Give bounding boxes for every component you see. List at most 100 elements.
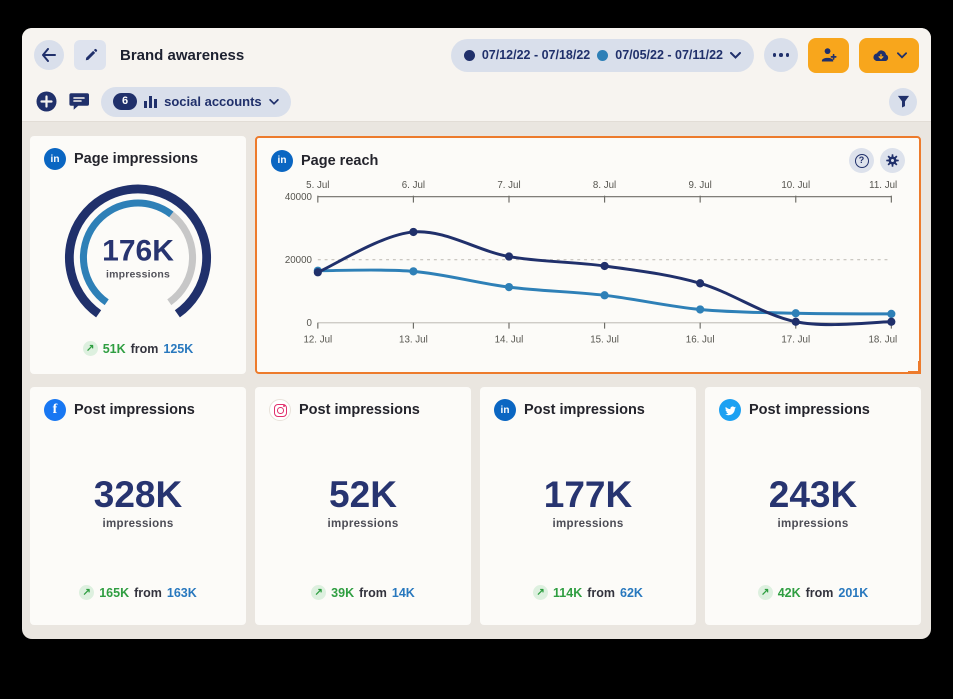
twitter-bird-icon bbox=[724, 405, 736, 415]
svg-text:11. Jul: 11. Jul bbox=[869, 180, 897, 191]
card-title: Post impressions bbox=[74, 402, 195, 418]
twitter-icon bbox=[719, 399, 741, 421]
linkedin-icon: in bbox=[271, 149, 293, 172]
share-add-user-button[interactable] bbox=[808, 37, 849, 73]
instagram-icon bbox=[269, 399, 291, 421]
resize-handle[interactable] bbox=[908, 361, 921, 374]
gear-icon bbox=[886, 154, 899, 167]
social-accounts-selector[interactable]: 6 social accounts bbox=[101, 86, 291, 117]
filter-funnel-icon bbox=[897, 95, 909, 108]
date-range-selector[interactable]: 07/12/22 - 07/18/22 07/05/22 - 07/11/22 bbox=[450, 38, 754, 72]
svg-text:14. Jul: 14. Jul bbox=[495, 334, 524, 345]
previous-period-dot bbox=[597, 49, 609, 61]
current-period-label: 07/12/22 - 07/18/22 bbox=[481, 48, 591, 62]
change-indicator: ↗ 51K from 125K bbox=[44, 341, 232, 356]
stat-unit: impressions bbox=[327, 518, 399, 530]
more-options-button[interactable] bbox=[764, 38, 798, 72]
facebook-icon: f bbox=[44, 399, 66, 421]
more-options-icon bbox=[772, 53, 777, 57]
svg-text:15. Jul: 15. Jul bbox=[590, 334, 619, 345]
settings-button[interactable] bbox=[880, 148, 905, 173]
svg-text:20000: 20000 bbox=[285, 255, 313, 266]
back-arrow-icon bbox=[42, 48, 56, 62]
svg-text:5. Jul: 5. Jul bbox=[306, 180, 329, 191]
post-impressions-card-facebook[interactable]: f Post impressions 328K impressions ↗ 16… bbox=[30, 387, 246, 625]
chevron-down-icon bbox=[897, 51, 907, 59]
current-period-dot bbox=[463, 49, 475, 61]
linkedin-icon: in bbox=[494, 399, 516, 421]
accounts-label: social accounts bbox=[164, 94, 262, 109]
svg-text:18. Jul: 18. Jul bbox=[868, 334, 897, 345]
stat-value: 52K bbox=[329, 474, 397, 515]
stat-value: 243K bbox=[768, 474, 858, 515]
dashboard-toolbar: 6 social accounts bbox=[22, 82, 931, 122]
svg-text:13. Jul: 13. Jul bbox=[399, 334, 428, 345]
linkedin-icon: in bbox=[44, 148, 66, 170]
chevron-down-icon bbox=[730, 51, 741, 59]
svg-text:6. Jul: 6. Jul bbox=[402, 180, 425, 191]
card-title: Page impressions bbox=[74, 151, 199, 167]
stat-unit: impressions bbox=[777, 518, 849, 530]
help-icon: ? bbox=[854, 153, 869, 168]
card-title: Post impressions bbox=[524, 402, 645, 418]
page-title: Brand awareness bbox=[120, 46, 245, 64]
change-indicator: ↗ 39K from 14K bbox=[269, 585, 457, 600]
bar-chart-icon bbox=[144, 95, 158, 108]
stat-value: 328K bbox=[93, 474, 183, 515]
line-chart: 5. Jul 6. Jul 7. Jul 8. Jul 9. Jul 10. Jul 11.… bbox=[285, 180, 897, 346]
svg-text:12. Jul: 12. Jul bbox=[303, 334, 332, 345]
comment-icon bbox=[69, 93, 89, 110]
comments-button[interactable] bbox=[69, 92, 89, 111]
edit-button[interactable] bbox=[74, 40, 106, 70]
trend-up-icon: ↗ bbox=[311, 585, 327, 600]
svg-text:16. Jul: 16. Jul bbox=[686, 334, 715, 345]
change-indicator: ↗ 114K from 62K bbox=[494, 585, 682, 600]
trend-up-icon: ↗ bbox=[757, 585, 773, 600]
delta-previous-value: 125K bbox=[163, 341, 194, 356]
plus-circle-icon bbox=[36, 91, 57, 112]
svg-text:7. Jul: 7. Jul bbox=[497, 180, 520, 191]
card-title: Post impressions bbox=[749, 402, 870, 418]
svg-text:40000: 40000 bbox=[285, 192, 313, 203]
person-add-icon bbox=[821, 48, 837, 62]
delta-from-label: from bbox=[130, 341, 159, 356]
card-title: Page reach bbox=[301, 152, 379, 169]
cloud-download-icon bbox=[873, 49, 889, 61]
help-button[interactable]: ? bbox=[849, 148, 874, 173]
accounts-count-badge: 6 bbox=[113, 92, 138, 111]
svg-text:10. Jul: 10. Jul bbox=[781, 180, 810, 191]
stat-unit: impressions bbox=[552, 518, 624, 530]
impressions-gauge: 176K impressions bbox=[50, 174, 226, 324]
trend-up-icon: ↗ bbox=[79, 585, 95, 600]
add-widget-button[interactable] bbox=[36, 91, 57, 112]
post-impressions-card-instagram[interactable]: Post impressions 52K impressions ↗ 39K f… bbox=[255, 387, 471, 625]
dashboard-grid: in Page impressions 176K impressions ↗ 5… bbox=[22, 122, 931, 637]
svg-text:8. Jul: 8. Jul bbox=[593, 180, 616, 191]
svg-text:17. Jul: 17. Jul bbox=[781, 334, 810, 345]
stat-unit: impressions bbox=[102, 518, 174, 530]
page-impressions-card[interactable]: in Page impressions 176K impressions ↗ 5… bbox=[30, 136, 246, 374]
trend-up-icon: ↗ bbox=[82, 341, 98, 356]
pencil-icon bbox=[85, 48, 97, 60]
export-button[interactable] bbox=[859, 37, 919, 73]
filter-button[interactable] bbox=[889, 87, 917, 116]
change-indicator: ↗ 42K from 201K bbox=[719, 585, 907, 600]
svg-text:0: 0 bbox=[307, 318, 313, 329]
back-button[interactable] bbox=[34, 40, 64, 70]
stat-value: 177K bbox=[543, 474, 633, 515]
post-impressions-card-linkedin[interactable]: in Post impressions 177K impressions ↗ 1… bbox=[480, 387, 696, 625]
page-reach-chart: 5. Jul 6. Jul 7. Jul 8. Jul 9. Jul 10. Jul 11.… bbox=[271, 175, 905, 368]
chevron-down-icon bbox=[268, 98, 279, 105]
page-reach-card[interactable]: in Page reach ? bbox=[255, 136, 921, 374]
previous-period-label: 07/05/22 - 07/11/22 bbox=[615, 48, 723, 62]
header: Brand awareness 07/12/22 - 07/18/22 07/0… bbox=[22, 28, 931, 82]
card-title: Post impressions bbox=[299, 402, 420, 418]
app-window: Brand awareness 07/12/22 - 07/18/22 07/0… bbox=[22, 28, 931, 639]
svg-text:9. Jul: 9. Jul bbox=[689, 180, 712, 191]
gauge-chart bbox=[64, 184, 212, 318]
post-impressions-card-twitter[interactable]: Post impressions 243K impressions ↗ 42K … bbox=[705, 387, 921, 625]
delta-value: 51K bbox=[102, 341, 126, 356]
trend-up-icon: ↗ bbox=[533, 585, 549, 600]
change-indicator: ↗ 165K from 163K bbox=[44, 585, 232, 600]
